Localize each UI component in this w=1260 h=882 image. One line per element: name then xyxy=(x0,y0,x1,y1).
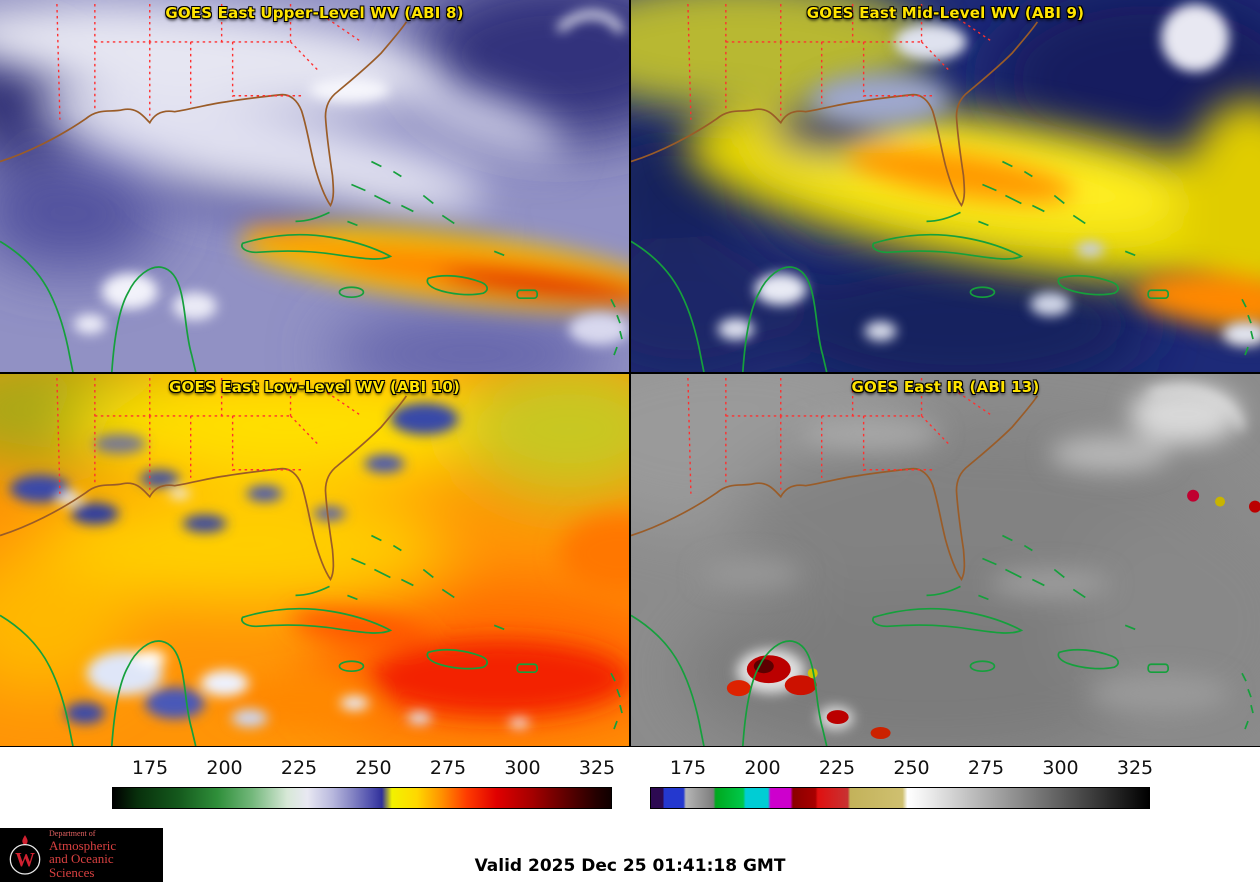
ir-colorbar-ticks: 175 200 225 250 275 300 325 xyxy=(650,755,1154,787)
panel-upper-level-wv: GOES East Upper-Level WV (ABI 8) xyxy=(0,0,629,372)
wv-tick: 300 xyxy=(504,757,541,779)
ir-colorbar-group: 175 200 225 250 275 300 325 xyxy=(650,747,1154,832)
wv-colorbar-group: 175 200 225 250 275 300 325 xyxy=(112,747,616,832)
wv-tick: 175 xyxy=(131,757,169,779)
satellite-image-abi8 xyxy=(0,0,629,372)
logo-oceanic-line: and Oceanic Sciences xyxy=(49,851,114,881)
ir-colorbar xyxy=(650,787,1150,809)
uw-aos-logo: W Department of Atmospheric and Oceanic … xyxy=(0,828,163,882)
colorbar-row: 175 200 225 250 275 300 325 175 200 225 … xyxy=(0,747,1260,832)
wv-tick: 200 xyxy=(206,757,243,779)
ir-tick: 300 xyxy=(1042,757,1079,779)
ir-tick: 275 xyxy=(967,757,1005,779)
logo-text: Department of Atmospheric and Oceanic Sc… xyxy=(49,829,157,881)
logo-atmospheric-line: Atmospheric xyxy=(49,837,117,853)
wv-tick: 275 xyxy=(429,757,467,779)
wv-colorbar-ticks: 175 200 225 250 275 300 325 xyxy=(112,755,616,787)
valid-time-label: Valid 2025 Dec 25 01:41:18 GMT xyxy=(474,856,786,876)
logo-dept-line: Department of xyxy=(49,829,96,839)
crest-letter: W xyxy=(15,849,35,871)
panel-mid-level-wv: GOES East Mid-Level WV (ABI 9) xyxy=(631,0,1260,372)
wv-tick: 325 xyxy=(578,757,616,779)
panel-ir: GOES East IR (ABI 13) xyxy=(631,374,1260,746)
wv-tick: 225 xyxy=(280,757,318,779)
panel-grid: GOES East Upper-Level WV (ABI 8) xyxy=(0,0,1260,747)
ir-tick: 175 xyxy=(669,757,707,779)
uw-crest-icon: W xyxy=(9,835,41,875)
wv-tick: 250 xyxy=(355,757,392,779)
satellite-image-abi9 xyxy=(631,0,1260,372)
wv-colorbar xyxy=(112,787,612,809)
satellite-image-abi10 xyxy=(0,374,629,746)
panel-title-abi8: GOES East Upper-Level WV (ABI 8) xyxy=(165,4,464,22)
panel-title-abi10: GOES East Low-Level WV (ABI 10) xyxy=(168,378,461,396)
ir-tick: 200 xyxy=(744,757,781,779)
satellite-image-abi13 xyxy=(631,374,1260,746)
panel-title-abi9: GOES East Mid-Level WV (ABI 9) xyxy=(806,4,1085,22)
ir-tick: 225 xyxy=(818,757,856,779)
ir-tick: 325 xyxy=(1116,757,1154,779)
panel-low-level-wv: GOES East Low-Level WV (ABI 10) xyxy=(0,374,629,746)
ir-tick: 250 xyxy=(893,757,930,779)
panel-title-abi13: GOES East IR (ABI 13) xyxy=(851,378,1040,396)
